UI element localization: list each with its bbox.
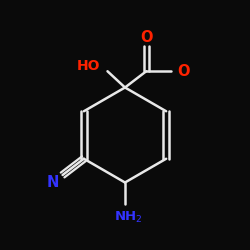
Text: HO: HO xyxy=(76,59,100,73)
Text: NH$_2$: NH$_2$ xyxy=(114,210,143,225)
Text: O: O xyxy=(140,30,152,45)
Text: N: N xyxy=(46,175,59,190)
Text: O: O xyxy=(178,64,190,79)
